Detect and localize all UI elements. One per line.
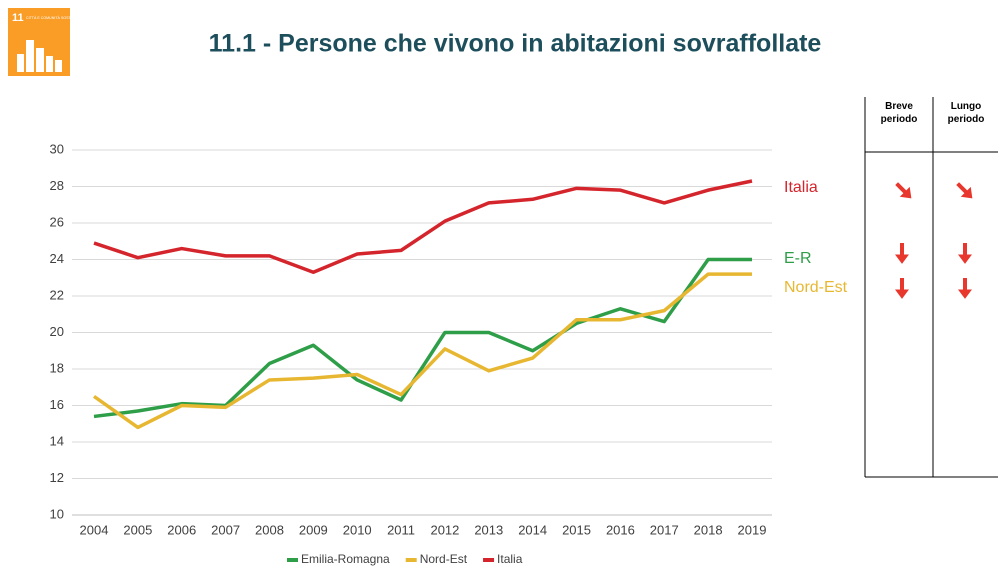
logo-icon [17,40,62,72]
x-tick-label: 2015 [562,522,591,537]
table-header: Lungo periodo [947,101,985,125]
y-tick-label: 24 [50,251,64,266]
series-line [92,272,752,430]
x-tick-label: 2009 [299,522,328,537]
x-tick-label: 2016 [606,522,635,537]
legend-label: Emilia-Romagna [301,552,390,566]
x-tick-label: 2007 [211,522,240,537]
trend-arrows [895,182,973,299]
y-tick-label: 30 [50,141,64,156]
end-label: E-R [784,250,812,267]
logo-text: CITTÀ E COMUNITÀ SOSTENIBILI [26,16,83,20]
y-tick-label: 20 [50,324,64,339]
y-tick-label: 16 [50,397,64,412]
y-tick-label: 14 [50,433,64,448]
x-tick-label: 2013 [474,522,503,537]
table-lines [864,97,998,478]
x-tick-label: 2006 [167,522,196,537]
x-tick-label: 2014 [518,522,547,537]
chart-title: 11.1 - Persone che vivono in abitazioni … [209,30,822,58]
y-tick-label: 22 [50,287,64,302]
x-tick-label: 2004 [80,522,109,537]
x-tick-label: 2019 [738,522,767,537]
y-tick-label: 10 [50,506,64,521]
x-tick-label: 2017 [650,522,679,537]
y-tick-label: 28 [50,178,64,193]
legend-label: Italia [497,552,523,566]
table-header: Breve periodo [880,101,918,125]
x-tick-label: 2005 [123,522,152,537]
series-line [93,179,753,275]
y-tick-label: 26 [50,214,64,229]
y-tick-label: 12 [50,470,64,485]
end-label: Nord-Est [784,279,848,296]
y-tick-label: 18 [50,360,64,375]
x-tick-label: 2011 [387,522,415,537]
series-line [93,257,752,419]
end-label: Italia [784,179,818,196]
x-tick-label: 2008 [255,522,284,537]
x-tick-label: 2012 [430,522,459,537]
legend-label: Nord-Est [420,552,468,566]
x-tick-label: 2010 [343,522,372,537]
logo-number: 11 [12,12,24,24]
x-tick-label: 2018 [694,522,723,537]
